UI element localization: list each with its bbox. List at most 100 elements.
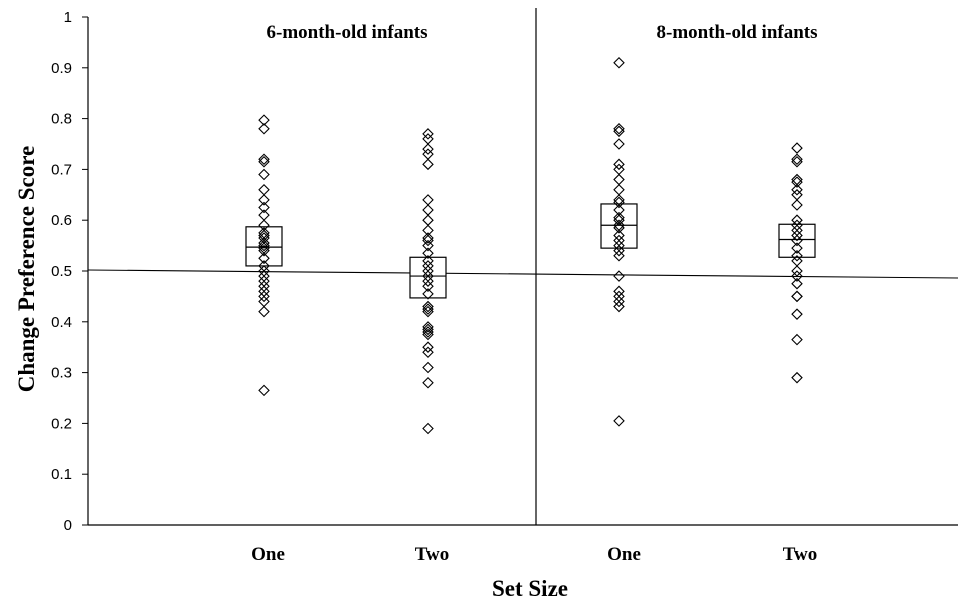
data-point (613, 244, 625, 257)
panel-title-8-month: 8-month-old infants (657, 22, 818, 43)
data-point (258, 252, 270, 265)
data-point (422, 194, 434, 206)
data-point (422, 232, 434, 244)
data-point (258, 156, 270, 168)
data-point (791, 249, 803, 262)
x-category-label: One (607, 544, 641, 565)
y-tick-label: 1 (64, 9, 72, 26)
x-category-label: Two (415, 544, 449, 565)
data-point (791, 333, 803, 346)
data-point (258, 239, 270, 252)
y-tick-label: 0.1 (51, 466, 72, 483)
data-point (422, 204, 434, 216)
data-point (613, 173, 625, 186)
data-point (258, 114, 270, 126)
data-point (613, 196, 625, 209)
data-point (258, 194, 270, 206)
data-point (422, 239, 434, 252)
data-point (422, 346, 434, 359)
y-axis-ticks: 0 0.1 0.2 0.3 0.4 0.5 0.6 0.7 0.8 0.9 1 (51, 9, 88, 534)
data-point (422, 143, 434, 155)
data-point (613, 56, 625, 69)
data-point (422, 234, 434, 247)
data-point (791, 153, 803, 166)
data-point (422, 321, 434, 333)
y-tick-label: 0.2 (51, 415, 72, 432)
reference-line-group (87, 269, 959, 279)
summary-box (600, 203, 638, 249)
data-point (258, 201, 270, 214)
data-point (422, 341, 434, 353)
data-point (791, 277, 803, 290)
data-point (791, 290, 803, 303)
panel-title-6-month: 6-month-old infants (267, 22, 428, 43)
data-point (613, 300, 625, 313)
data-point (258, 384, 270, 397)
data-point (422, 224, 434, 237)
data-point (422, 300, 434, 313)
data-point (613, 270, 625, 282)
data-point (422, 376, 434, 389)
data-point (422, 305, 434, 318)
y-tick-label: 0.7 (51, 161, 72, 178)
data-point (422, 280, 434, 293)
y-tick-label: 0.4 (51, 314, 72, 331)
data-point (613, 138, 625, 150)
data-point (422, 128, 434, 140)
data-point (422, 214, 434, 226)
data-point (791, 265, 803, 277)
data-point (613, 158, 625, 171)
data-point (791, 308, 803, 320)
data-point (791, 199, 803, 211)
data-points (258, 56, 803, 435)
data-point (791, 229, 803, 242)
data-point (258, 183, 270, 196)
data-point (258, 305, 270, 318)
data-point (791, 156, 803, 168)
data-point (791, 142, 803, 154)
data-point (258, 209, 270, 221)
data-point (422, 422, 434, 435)
y-tick-label: 0.6 (51, 212, 72, 229)
y-tick-label: 0.8 (51, 111, 72, 128)
y-tick-label: 0 (64, 517, 72, 534)
data-point (422, 158, 434, 171)
data-point (613, 295, 625, 308)
data-point (613, 222, 625, 234)
data-point (422, 328, 434, 341)
y-tick-label: 0.9 (51, 60, 72, 77)
data-point (791, 242, 803, 254)
data-point (613, 415, 625, 427)
x-category-labels: One Two One Two (251, 544, 817, 565)
data-point (258, 122, 270, 135)
data-point (613, 122, 625, 135)
reference-line (87, 269, 959, 279)
x-axis-title: Set Size (492, 576, 568, 601)
y-axis-title: Change Preference Score (14, 146, 39, 393)
data-point (258, 168, 270, 181)
data-point (258, 290, 270, 303)
data-point (791, 270, 803, 282)
data-point (422, 247, 434, 259)
data-point (422, 288, 434, 300)
data-point (613, 125, 625, 138)
data-point (613, 214, 625, 226)
data-point (422, 303, 434, 315)
data-point (791, 183, 803, 196)
data-point (791, 290, 803, 303)
data-point (613, 249, 625, 262)
data-point (791, 371, 803, 384)
data-point (258, 237, 270, 249)
data-point (422, 275, 434, 287)
data-point (258, 153, 270, 166)
data-point (422, 326, 434, 338)
data-point (613, 183, 625, 196)
summary-boxes (245, 203, 816, 299)
y-tick-label: 0.3 (51, 365, 72, 382)
y-tick-label: 0.5 (51, 263, 72, 280)
data-point (791, 234, 803, 247)
x-category-label: Two (783, 544, 817, 565)
data-point (422, 323, 434, 336)
data-point (258, 244, 270, 257)
